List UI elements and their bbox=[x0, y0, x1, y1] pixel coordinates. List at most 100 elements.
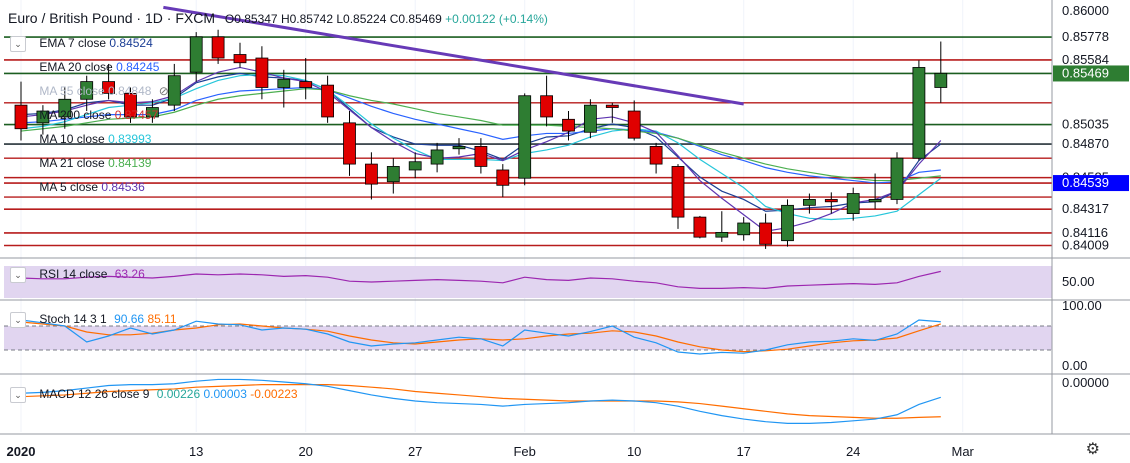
candle-body bbox=[649, 146, 663, 165]
candle-body bbox=[584, 104, 597, 133]
legend-item-ma200[interactable]: MA 200 close 0.87457 bbox=[10, 105, 169, 129]
x-axis-tick-label: Feb bbox=[513, 444, 535, 459]
candle-body bbox=[299, 81, 313, 88]
candle-body bbox=[934, 72, 948, 88]
legend-label: MA 200 close bbox=[39, 108, 112, 122]
candle-body bbox=[803, 199, 816, 206]
candle-body bbox=[36, 110, 50, 124]
legend-value: 0.83993 bbox=[108, 132, 152, 146]
macd-legend[interactable]: ⌄ MACD 12 26 close 9 0.00226 0.00003 -0.… bbox=[10, 387, 298, 403]
collapse-chevron-icon[interactable]: ⌄ bbox=[10, 35, 26, 52]
candle-body bbox=[14, 104, 28, 130]
candle-body bbox=[846, 193, 860, 214]
candle-body bbox=[321, 84, 335, 118]
x-axis-tick-label: 24 bbox=[846, 444, 860, 459]
price-axis-label: 0.85778 bbox=[1062, 29, 1109, 44]
price-axis-label: 0.86000 bbox=[1062, 3, 1109, 18]
macd-label: MACD 12 26 close 9 bbox=[39, 387, 150, 402]
price-axis-label: 0.85584 bbox=[1062, 52, 1109, 67]
stoch-legend[interactable]: ⌄ Stoch 14 3 1 90.66 85.11 bbox=[10, 312, 177, 328]
stoch-d-value: 85.11 bbox=[147, 312, 177, 327]
symbol-interval[interactable]: 1D bbox=[144, 10, 163, 26]
candle-body bbox=[102, 81, 115, 94]
macd-signal-value: -0.00223 bbox=[250, 387, 298, 402]
candle-body bbox=[759, 222, 772, 245]
candle-body bbox=[912, 67, 926, 159]
rsi-pane bbox=[4, 266, 1052, 298]
candle-body bbox=[343, 122, 356, 165]
x-axis-tick-label: 20 bbox=[298, 444, 312, 459]
x-axis-tick-label: 10 bbox=[627, 444, 641, 459]
legend-value: 0.84536 bbox=[101, 180, 145, 194]
macd-signal-line bbox=[20, 384, 941, 419]
candle-body bbox=[671, 166, 685, 218]
candle-body bbox=[627, 110, 641, 139]
candle-body bbox=[474, 146, 488, 167]
collapse-chevron-icon[interactable]: ⌄ bbox=[10, 312, 26, 328]
legend-item-ma5[interactable]: MA 5 close 0.84536 bbox=[10, 177, 169, 201]
legend-label: MA 55 close bbox=[39, 84, 105, 98]
macd-hist-value: 0.00226 bbox=[156, 387, 201, 402]
legend-value: 0.84245 bbox=[116, 60, 160, 74]
candle-body bbox=[890, 157, 904, 200]
candle-body bbox=[124, 92, 137, 118]
candle-body bbox=[80, 81, 94, 100]
ohlc-values: O0.85347 H0.85742 L0.85224 C0.85469 +0.0… bbox=[225, 12, 548, 26]
stoch-pane bbox=[4, 319, 1052, 355]
x-axis-tick-label: 13 bbox=[189, 444, 203, 459]
symbol-name[interactable]: Euro / British Pound bbox=[8, 10, 133, 26]
legend-label: MA 21 close bbox=[39, 156, 105, 170]
change-value: +0.00122 (+0.14%) bbox=[445, 12, 548, 26]
collapse-chevron-icon[interactable]: ⌄ bbox=[10, 387, 26, 403]
legend-value: 0.84524 bbox=[109, 36, 153, 50]
rsi-axis-label: 50.00 bbox=[1062, 274, 1095, 289]
high-value: H0.85742 bbox=[280, 12, 333, 26]
price-axis-label: 0.84116 bbox=[1062, 225, 1108, 240]
candle-body bbox=[58, 98, 72, 118]
price-label-bg bbox=[1053, 65, 1129, 82]
collapse-chevron-icon[interactable]: ⌄ bbox=[10, 267, 26, 283]
price-pane bbox=[4, 0, 1052, 432]
x-axis-tick-label: Mar bbox=[952, 444, 975, 459]
price-axis-label: 0.84009 bbox=[1062, 238, 1109, 253]
stoch-axis-label: 100.00 bbox=[1062, 298, 1102, 313]
x-axis-tick-label: 2020 bbox=[7, 444, 36, 459]
rsi-line bbox=[20, 270, 941, 290]
candle-body bbox=[386, 166, 400, 183]
settings-gear-icon[interactable]: ⚙ bbox=[1085, 441, 1100, 458]
candle-body bbox=[167, 75, 181, 106]
candle-body bbox=[868, 199, 882, 203]
legend-item-ma55[interactable]: MA 55 close 0.84848 ⊘ bbox=[10, 81, 169, 105]
candle-body bbox=[364, 163, 378, 185]
macd-pane bbox=[20, 378, 941, 424]
legend-label: MA 5 close bbox=[39, 180, 99, 194]
candle-body bbox=[277, 78, 291, 88]
legend-label: EMA 7 close bbox=[39, 36, 107, 50]
legend-item-ma10[interactable]: MA 10 close 0.83993 bbox=[10, 129, 169, 153]
candle-body bbox=[430, 149, 444, 165]
legend-item-ema20[interactable]: EMA 20 close 0.84245 bbox=[10, 57, 169, 81]
legend-label: MA 10 close bbox=[39, 132, 105, 146]
candle-body bbox=[233, 54, 247, 64]
candle-body bbox=[540, 95, 553, 118]
candle-body bbox=[211, 36, 225, 59]
candle-body bbox=[189, 36, 203, 73]
price-axis-label: 0.85035 bbox=[1062, 117, 1109, 132]
hidden-eye-icon[interactable]: ⊘ bbox=[158, 84, 169, 98]
legend-label: EMA 20 close bbox=[39, 60, 113, 74]
legend-item-ema7[interactable]: ⌄ EMA 7 close 0.84524 bbox=[10, 33, 169, 57]
rsi-label: RSI 14 close bbox=[39, 267, 108, 282]
legend-value: 0.84139 bbox=[108, 156, 152, 170]
stoch-label: Stoch 14 3 1 bbox=[39, 312, 107, 327]
candle-body bbox=[145, 107, 159, 118]
rsi-value: 63.26 bbox=[114, 267, 145, 282]
legend-item-ma21[interactable]: MA 21 close 0.84139 bbox=[10, 153, 169, 177]
legend-value: 0.84848 bbox=[108, 84, 152, 98]
candle-body bbox=[605, 104, 619, 108]
symbol-exchange: FXCM bbox=[175, 10, 215, 26]
rsi-legend[interactable]: ⌄ RSI 14 close 63.26 bbox=[10, 267, 145, 283]
candle-body bbox=[496, 169, 510, 186]
stoch-k-value: 90.66 bbox=[114, 312, 145, 327]
